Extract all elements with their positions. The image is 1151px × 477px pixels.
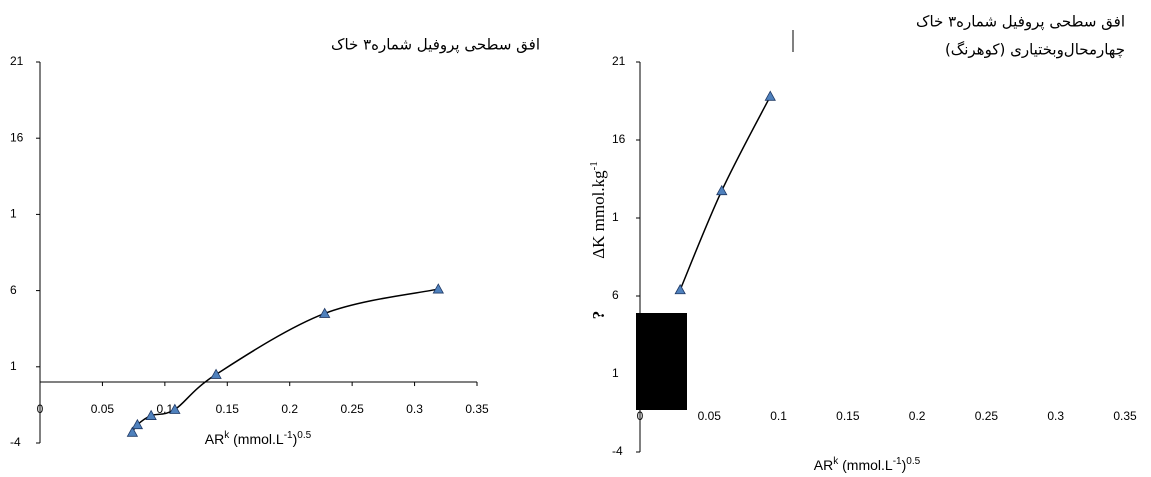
x-tick-label: 0.2 — [909, 409, 926, 423]
data-point — [764, 90, 776, 101]
x-tick-label: 0.25 — [340, 402, 364, 416]
y-label-part: ΔK mmol.kg — [589, 170, 608, 259]
x-label-part: AR — [814, 457, 833, 473]
x-label-part: (mmol.L — [838, 457, 893, 473]
x-tick-label: 0.25 — [975, 409, 999, 423]
y-tick-label: 21 — [10, 54, 24, 68]
chart-title: چهارمحال‌وبختیاری (کوهرنگ) — [945, 41, 1125, 59]
x-label-part: (mmol.L — [229, 431, 284, 447]
data-point — [126, 426, 139, 437]
x-tick-label: 0.3 — [406, 402, 423, 416]
x-axis-label: ARk (mmol.L-1)0.5 — [205, 430, 312, 447]
occluding-box — [636, 313, 687, 410]
x-axis-label: ARk (mmol.L-1)0.5 — [814, 456, 921, 473]
y-tick-label: 1 — [612, 210, 619, 224]
y-tick-label: -4 — [10, 435, 21, 449]
chart-title: افق سطحی پروفیل شماره۳ خاک — [916, 13, 1125, 32]
y-tick-label: 16 — [10, 130, 24, 144]
x-tick-label: 0.15 — [836, 409, 860, 423]
data-point — [169, 403, 181, 414]
x-tick-label: 0.35 — [1113, 409, 1137, 423]
y-tick-label: 1 — [10, 207, 17, 221]
x-tick-label: 0 — [637, 409, 644, 423]
x-label-part: 0.5 — [297, 430, 311, 441]
x-label-part: k — [224, 430, 230, 441]
y-axis-label: ΔK mmol.kg-1 — [588, 161, 608, 259]
y-tick-label: 6 — [612, 288, 619, 302]
chart-title: افق سطحی پروفیل شماره۳ خاک — [331, 36, 540, 55]
x-label-part: -1 — [284, 430, 293, 441]
data-point — [318, 307, 331, 318]
data-point — [716, 184, 728, 196]
x-label-part: k — [833, 456, 839, 467]
x-label-part: 0.5 — [906, 456, 920, 467]
x-tick-label: 0.3 — [1047, 409, 1064, 423]
y-tick-label: 1 — [10, 359, 17, 373]
data-point — [131, 418, 144, 430]
y-tick-label: 21 — [612, 54, 626, 68]
data-point — [432, 283, 444, 294]
x-tick-label: 0.2 — [281, 402, 298, 416]
x-label-part: -1 — [893, 456, 902, 467]
y-tick-label: 6 — [10, 283, 17, 297]
x-tick-label: 0.35 — [465, 402, 489, 416]
x-tick-label: 0.05 — [698, 409, 722, 423]
data-point — [210, 368, 222, 379]
x-label-part: ) — [902, 457, 907, 473]
annotation: ? — [589, 311, 608, 320]
x-label-part: AR — [205, 431, 224, 447]
y-tick-label: 1 — [612, 366, 619, 380]
data-point — [145, 409, 157, 420]
data-point — [674, 283, 686, 295]
x-tick-label: 0 — [37, 402, 44, 416]
x-label-part: ) — [293, 431, 298, 447]
x-tick-label: 0.1 — [770, 409, 787, 423]
y-label-part: -1 — [588, 161, 600, 170]
y-tick-label: 16 — [612, 132, 626, 146]
x-tick-label: 0.15 — [216, 402, 240, 416]
x-tick-label: 0.05 — [91, 402, 115, 416]
y-tick-label: -4 — [612, 444, 623, 458]
